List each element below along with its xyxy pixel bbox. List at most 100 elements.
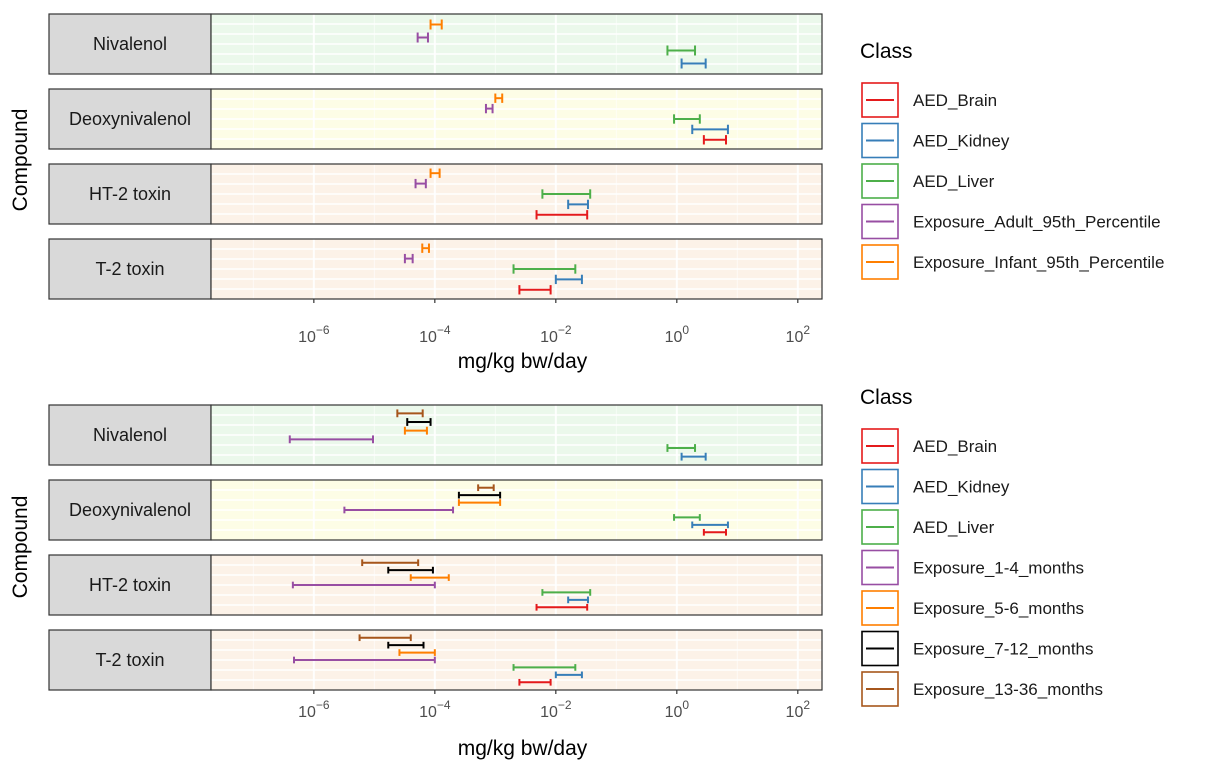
errorbar-aed-liver <box>673 114 701 124</box>
errorbar-exposure-infant-95th-percentile <box>494 93 504 103</box>
errorbar-aed-liver <box>666 45 697 56</box>
facet-strip-label: Nivalenol <box>93 34 167 54</box>
legend-item-aed-brain: AED_Brain <box>861 82 997 118</box>
errorbar-aed-liver <box>512 664 577 671</box>
errorbar-exposure-1-4-months <box>293 656 436 664</box>
x-tick-label-exponent: −2 <box>558 323 572 337</box>
x-tick-label-base: 10 <box>786 329 804 346</box>
legend-label: AED_Brain <box>913 91 997 110</box>
facet-strip <box>48 404 212 466</box>
x-tick-label: 10−6 <box>298 323 330 346</box>
legend-label: Exposure_7-12_months <box>913 640 1094 659</box>
facet-deoxynivalenol: Deoxynivalenol <box>48 88 823 150</box>
facet-strip <box>48 629 212 691</box>
legend-item-aed-kidney: AED_Kidney <box>861 468 1010 505</box>
facet-panel-border <box>210 629 823 691</box>
x-tick-label-exponent: 2 <box>803 323 810 337</box>
facet-strip-label: T-2 toxin <box>95 650 164 670</box>
x-tick-label: 102 <box>786 323 811 346</box>
errorbar-exposure-infant-95th-percentile <box>429 168 441 178</box>
legend: Class AED_Brain AED_Kidney AED_Liver Exposur… <box>860 40 1164 280</box>
errorbar-exposure-infant-95th-percentile <box>421 243 430 253</box>
errorbar-exposure-adult-95th-percentile <box>416 32 429 43</box>
x-tick-label-base: 10 <box>419 329 437 346</box>
x-tick-label-exponent: −4 <box>437 323 451 337</box>
facet-panel-border <box>210 404 823 466</box>
legend-item-exposure-5-6-months: Exposure_5-6_months <box>861 590 1084 626</box>
x-tick-label: 10−2 <box>540 698 572 721</box>
x-tick-label-exponent: −4 <box>437 698 451 712</box>
facet-panel-border <box>210 13 823 75</box>
legend-label: Exposure_1-4_months <box>913 559 1084 578</box>
errorbar-exposure-7-12-months <box>387 566 434 574</box>
legend-item-aed-liver: AED_Liver <box>861 163 995 199</box>
facet-strip-label: T-2 toxin <box>95 259 164 279</box>
x-tick-label-base: 10 <box>298 704 316 721</box>
facet-strip <box>48 238 212 300</box>
x-tick-label-exponent: −2 <box>558 698 572 712</box>
facet-strip <box>48 13 212 75</box>
legend-item-aed-kidney: AED_Kidney <box>861 122 1010 159</box>
legend-item-aed-liver: AED_Liver <box>861 509 995 545</box>
facet-ht-2-toxin: HT-2 toxin <box>48 554 823 616</box>
x-tick-label: 10−4 <box>419 698 451 721</box>
errorbar-exposure-5-6-months <box>409 574 450 581</box>
errorbar-exposure-adult-95th-percentile <box>414 178 427 189</box>
facet-strip-label: Nivalenol <box>93 425 167 445</box>
legend-label: AED_Liver <box>913 518 995 537</box>
errorbar-aed-brain <box>702 135 727 145</box>
legend-label: Exposure_5-6_months <box>913 599 1084 618</box>
errorbar-aed-brain <box>518 678 552 686</box>
errorbar-exposure-5-6-months <box>403 426 428 435</box>
errorbar-aed-brain <box>518 285 552 295</box>
legend-label: AED_Brain <box>913 437 997 456</box>
facet-panel-border <box>210 163 823 225</box>
errorbar-aed-liver <box>673 514 701 521</box>
errorbar-aed-kidney <box>680 58 707 69</box>
legend-title: Class <box>860 40 913 63</box>
x-tick-label: 100 <box>665 698 690 721</box>
errorbar-aed-liver <box>541 589 592 596</box>
errorbar-exposure-13-36-months <box>396 409 424 418</box>
errorbar-exposure-13-36-months <box>361 559 420 567</box>
facet-strip-label: HT-2 toxin <box>89 184 171 204</box>
x-tick-label-base: 10 <box>665 704 683 721</box>
errorbar-aed-brain <box>535 603 589 611</box>
facet-strip <box>48 88 212 150</box>
facet-t-2-toxin: T-2 toxin <box>48 629 823 691</box>
y-axis-title: Compound <box>9 496 32 599</box>
x-tick-label-base: 10 <box>786 704 804 721</box>
legend-label: Exposure_13-36_months <box>913 680 1103 699</box>
facet-strip <box>48 554 212 616</box>
legend-item-exposure-13-36-months: Exposure_13-36_months <box>861 671 1103 707</box>
errorbar-aed-brain <box>702 528 727 536</box>
facet-panel-border <box>210 88 823 150</box>
facet-deoxynivalenol: Deoxynivalenol <box>48 479 823 541</box>
errorbar-exposure-5-6-months <box>457 499 502 506</box>
errorbar-exposure-7-12-months <box>387 641 425 649</box>
x-tick-label-exponent: 0 <box>682 698 689 712</box>
chart-panel-2: Compound Nivalenol Deoxynivalenol HT-2 toxi… <box>9 386 1103 760</box>
x-tick-label-base: 10 <box>298 329 316 346</box>
errorbar-exposure-1-4-months <box>291 581 436 589</box>
errorbar-exposure-13-36-months <box>477 484 495 492</box>
legend-label: Exposure_Adult_95th_Percentile <box>913 213 1161 232</box>
legend-item-exposure-adult-95th-percentile: Exposure_Adult_95th_Percentile <box>861 203 1161 240</box>
facet-ht-2-toxin: HT-2 toxin <box>48 163 823 225</box>
x-tick-label: 100 <box>665 323 690 346</box>
x-tick-label-exponent: 0 <box>682 323 689 337</box>
errorbar-aed-kidney <box>554 671 583 679</box>
x-tick-label-exponent: 2 <box>803 698 810 712</box>
x-tick-label-base: 10 <box>540 704 558 721</box>
facet-panel-border <box>210 554 823 616</box>
x-tick-label: 10−6 <box>298 698 330 721</box>
errorbar-exposure-7-12-months <box>457 491 502 499</box>
legend: Class AED_Brain AED_Kidney AED_Liver Exposur… <box>860 386 1103 707</box>
x-axis-title: mg/kg bw/day <box>458 350 588 373</box>
x-tick-label-base: 10 <box>540 329 558 346</box>
x-tick-label-exponent: −6 <box>316 323 330 337</box>
errorbar-aed-kidney <box>691 124 729 135</box>
legend-label: AED_Kidney <box>913 478 1010 497</box>
